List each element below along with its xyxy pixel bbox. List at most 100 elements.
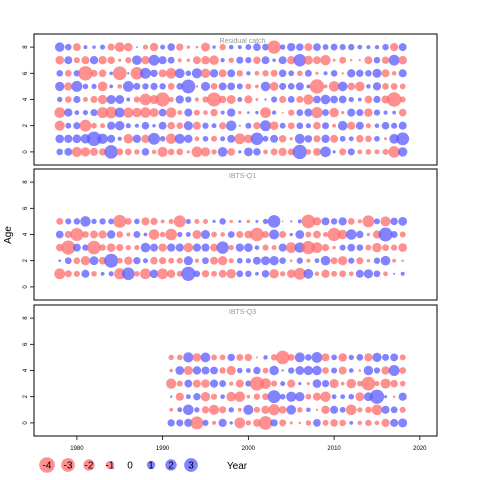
- bubble: [289, 421, 293, 425]
- bubble: [141, 56, 150, 65]
- bubble: [340, 381, 345, 386]
- bubble: [311, 352, 323, 363]
- bubble: [296, 70, 303, 77]
- bubble: [269, 229, 280, 240]
- bubble: [364, 353, 373, 362]
- bubble: [148, 54, 160, 66]
- bubble: [184, 108, 193, 117]
- bubble: [357, 97, 362, 102]
- bubble: [381, 69, 390, 78]
- bubble: [330, 419, 338, 427]
- bubble: [297, 407, 303, 413]
- bubble: [338, 217, 347, 226]
- bubble: [381, 56, 390, 64]
- bubble: [158, 108, 167, 117]
- bubble: [228, 244, 234, 251]
- bubble: [200, 81, 211, 91]
- bubble: [237, 45, 242, 50]
- bubble: [289, 259, 293, 263]
- bubble: [381, 405, 390, 414]
- bubble: [289, 137, 293, 141]
- bubble: [245, 122, 252, 129]
- bubble: [82, 110, 89, 116]
- bubble: [149, 269, 159, 279]
- bubble: [236, 367, 243, 374]
- bubble: [97, 107, 109, 119]
- legend-bubble: [165, 459, 177, 471]
- bubble: [209, 55, 219, 65]
- bubble: [253, 56, 261, 64]
- bubble: [57, 96, 63, 103]
- bubble: [65, 96, 72, 103]
- bubble: [56, 70, 63, 77]
- bubble: [228, 44, 234, 50]
- bubble: [125, 57, 132, 64]
- bubble: [315, 71, 319, 75]
- x-tick-label: 1980: [70, 446, 84, 452]
- bubble: [303, 268, 314, 279]
- bubble: [226, 391, 237, 402]
- bubble: [217, 147, 228, 157]
- bubble: [255, 84, 259, 89]
- bubble: [134, 245, 140, 251]
- bubble: [372, 82, 382, 91]
- bubble: [398, 392, 407, 401]
- bubble: [255, 98, 259, 101]
- bubble: [227, 69, 236, 78]
- bubble: [295, 82, 304, 91]
- y-tick-label: 8: [23, 180, 29, 184]
- bubble: [194, 218, 200, 224]
- panel-2: IBTS-Q1 0 2 4 6 8: [23, 168, 438, 301]
- bubble: [98, 69, 107, 78]
- bubble: [279, 82, 287, 90]
- bubble: [219, 43, 226, 51]
- bubble: [356, 354, 364, 361]
- bubble: [309, 79, 325, 94]
- bubble: [339, 419, 346, 427]
- bubble: [271, 110, 277, 115]
- bubble: [236, 56, 244, 64]
- bubble: [332, 150, 336, 154]
- bubble: [73, 57, 80, 64]
- bubble: [328, 81, 340, 92]
- bubble: [229, 381, 234, 386]
- bubble: [219, 218, 226, 225]
- bubble: [210, 256, 219, 265]
- bubble: [200, 42, 211, 52]
- bubble: [262, 218, 269, 225]
- bubble: [97, 94, 108, 105]
- bubble: [185, 394, 191, 400]
- bubble: [202, 96, 209, 103]
- bubble: [202, 135, 209, 142]
- bubble: [392, 395, 396, 398]
- bubble: [219, 380, 227, 388]
- bubble: [337, 120, 348, 131]
- bubble: [107, 121, 116, 130]
- bubble: [201, 406, 210, 414]
- bubble: [363, 269, 374, 279]
- bubble: [228, 258, 234, 264]
- bubble: [267, 390, 281, 404]
- bubble: [355, 121, 364, 130]
- bubble: [374, 149, 380, 155]
- bubble: [227, 108, 236, 117]
- bubble: [245, 368, 251, 373]
- bubble: [383, 110, 388, 115]
- bubble: [244, 95, 253, 104]
- legend-label: 0: [127, 461, 133, 472]
- panel-1: Residual catch 0 2 4 6 8: [23, 33, 438, 166]
- bubble: [122, 81, 134, 92]
- bubble: [167, 419, 175, 427]
- bubble: [175, 366, 185, 375]
- bubble: [246, 219, 251, 224]
- bubble: [237, 407, 242, 412]
- bubble: [167, 121, 175, 130]
- bubble: [150, 243, 159, 252]
- bubble: [141, 134, 150, 143]
- bubble: [200, 352, 211, 363]
- bubble: [152, 123, 156, 128]
- bubble: [381, 418, 390, 428]
- bubble: [373, 270, 381, 278]
- bubble: [364, 56, 373, 65]
- bubble: [260, 378, 271, 389]
